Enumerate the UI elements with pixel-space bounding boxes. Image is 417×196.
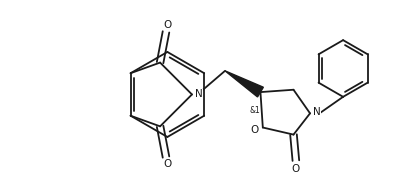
Text: N: N: [195, 89, 203, 99]
Text: O: O: [163, 159, 171, 169]
Text: N: N: [313, 107, 321, 117]
Text: O: O: [292, 164, 300, 174]
Text: O: O: [251, 125, 259, 135]
Text: &1: &1: [249, 106, 260, 115]
Text: O: O: [163, 20, 171, 30]
Polygon shape: [225, 71, 264, 97]
